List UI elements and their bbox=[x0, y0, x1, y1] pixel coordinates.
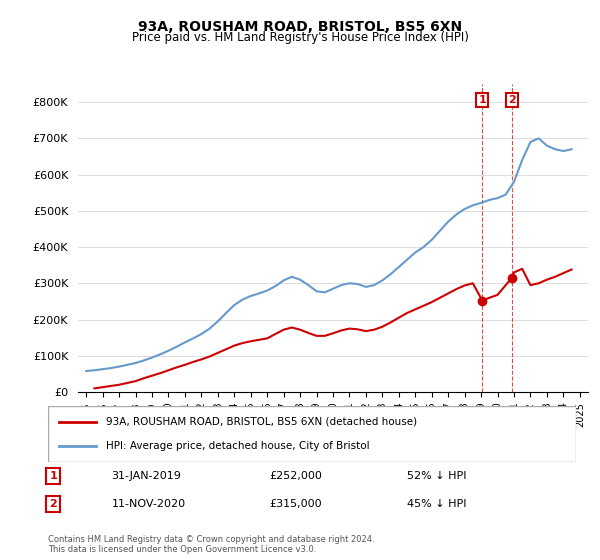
Text: £252,000: £252,000 bbox=[270, 471, 323, 481]
Text: HPI: Average price, detached house, City of Bristol: HPI: Average price, detached house, City… bbox=[106, 441, 370, 451]
Text: 31-JAN-2019: 31-JAN-2019 bbox=[112, 471, 181, 481]
Text: Contains HM Land Registry data © Crown copyright and database right 2024.
This d: Contains HM Land Registry data © Crown c… bbox=[48, 535, 374, 554]
Text: 1: 1 bbox=[49, 471, 57, 481]
FancyBboxPatch shape bbox=[48, 406, 576, 462]
Text: 2: 2 bbox=[49, 499, 57, 509]
Text: 11-NOV-2020: 11-NOV-2020 bbox=[112, 499, 185, 509]
Text: £315,000: £315,000 bbox=[270, 499, 322, 509]
Text: 45% ↓ HPI: 45% ↓ HPI bbox=[407, 499, 467, 509]
Text: 2: 2 bbox=[508, 95, 516, 105]
Text: 1: 1 bbox=[479, 95, 486, 105]
Text: Price paid vs. HM Land Registry's House Price Index (HPI): Price paid vs. HM Land Registry's House … bbox=[131, 31, 469, 44]
Text: 93A, ROUSHAM ROAD, BRISTOL, BS5 6XN (detached house): 93A, ROUSHAM ROAD, BRISTOL, BS5 6XN (det… bbox=[106, 417, 417, 427]
Text: 52% ↓ HPI: 52% ↓ HPI bbox=[407, 471, 467, 481]
Text: 93A, ROUSHAM ROAD, BRISTOL, BS5 6XN: 93A, ROUSHAM ROAD, BRISTOL, BS5 6XN bbox=[138, 20, 462, 34]
